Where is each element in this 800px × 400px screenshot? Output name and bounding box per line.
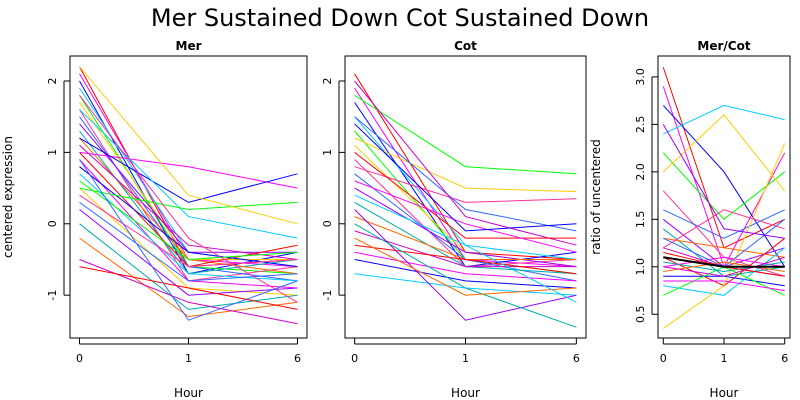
series-line	[79, 237, 298, 318]
x-tick-label: 0	[351, 352, 358, 365]
series-line	[663, 256, 785, 277]
series-line	[663, 261, 785, 272]
series-line	[354, 237, 577, 296]
series-line	[354, 251, 577, 282]
series-line	[354, 187, 577, 268]
y-tick-label: 2	[46, 77, 59, 84]
x-tick-label: 0	[660, 352, 667, 365]
y-tick-label: -1	[321, 290, 334, 301]
series-line	[354, 166, 577, 203]
series-line	[354, 152, 577, 239]
y-tick-label: 3.0	[634, 68, 647, 86]
series-line	[79, 194, 298, 268]
series-line	[79, 87, 298, 268]
series-line	[663, 104, 785, 135]
series-line	[354, 137, 577, 193]
x-axis-label: Hour	[710, 386, 739, 400]
y-tick-label: 1	[46, 149, 59, 156]
panel-title: Cot	[454, 39, 477, 53]
series-line	[354, 244, 577, 275]
series-line	[79, 180, 298, 261]
panel-mer-cot: Mer/Cot 0 1 6 0.5 1.0 1.5 2.0 2.5 3.0 Hour ratio of…	[589, 39, 791, 400]
series-line	[79, 223, 298, 310]
series-line	[79, 159, 298, 289]
series-line	[79, 209, 298, 296]
series-line	[354, 123, 577, 232]
x-axis-label: Hour	[174, 386, 203, 400]
series-line	[354, 116, 577, 232]
x-tick-label: 6	[573, 352, 580, 365]
series-line	[79, 137, 298, 203]
series-line	[79, 266, 298, 310]
series-line	[79, 159, 298, 321]
y-tick-label: 0	[46, 220, 59, 227]
x-tick-label: 1	[462, 352, 469, 365]
series-line	[662, 114, 786, 192]
series-line	[79, 137, 298, 275]
series-line	[354, 180, 577, 253]
series-line	[354, 209, 577, 321]
series-line	[79, 123, 298, 253]
y-tick-label: 2.5	[634, 116, 647, 134]
series-line	[354, 159, 577, 268]
series-line	[354, 273, 577, 296]
series-line	[79, 95, 298, 275]
series-line	[79, 109, 298, 239]
series-line	[79, 94, 298, 303]
series-line	[663, 143, 786, 329]
series-line	[354, 259, 577, 289]
series-line	[662, 86, 786, 269]
y-tick-label: 0	[321, 220, 334, 227]
series-line	[79, 201, 298, 282]
series-line	[79, 151, 298, 189]
x-tick-label: 6	[294, 352, 301, 365]
y-tick-label: 1.5	[634, 211, 647, 229]
series-line	[354, 94, 577, 175]
y-tick-label: 1.0	[634, 258, 647, 276]
series-line	[354, 144, 577, 268]
series-line	[354, 194, 577, 303]
figure-title: Mer Sustained Down Cot Sustained Down	[150, 4, 650, 32]
x-tick-label: 0	[76, 352, 83, 365]
series-line	[663, 280, 785, 291]
x-tick-label: 6	[781, 352, 788, 365]
panel-title: Mer	[176, 39, 202, 53]
mean-line	[663, 256, 785, 268]
panel-title: Mer/Cot	[697, 39, 750, 53]
series-line	[663, 261, 785, 273]
series-line	[354, 80, 577, 246]
y-tick-label: 2.0	[634, 163, 647, 181]
series-line	[663, 237, 785, 258]
series-line	[79, 66, 298, 225]
series-line	[662, 67, 785, 249]
x-tick-label: 1	[185, 352, 192, 365]
series-line	[663, 209, 785, 239]
series-line	[662, 124, 785, 239]
panel-mer: Mer 0 1 6 -1 0 1 2 Hour centered expression	[1, 39, 308, 400]
panel-cot: Cot 0 1 6 -1 0 1 2 Hour	[321, 39, 587, 400]
series-line	[663, 209, 785, 249]
x-tick-label: 1	[721, 352, 728, 365]
y-axis-label: ratio of uncentered	[589, 139, 603, 254]
x-axis-label: Hour	[451, 386, 480, 400]
y-tick-label: 1	[321, 149, 334, 156]
y-tick-label: 2	[321, 77, 334, 84]
series-line	[354, 223, 577, 328]
series-line	[354, 230, 577, 268]
series-line	[662, 152, 786, 220]
y-tick-label: 0.5	[634, 306, 647, 324]
series-line	[79, 187, 298, 211]
y-tick-label: -1	[46, 290, 59, 301]
y-axis-label: centered expression	[1, 136, 15, 258]
